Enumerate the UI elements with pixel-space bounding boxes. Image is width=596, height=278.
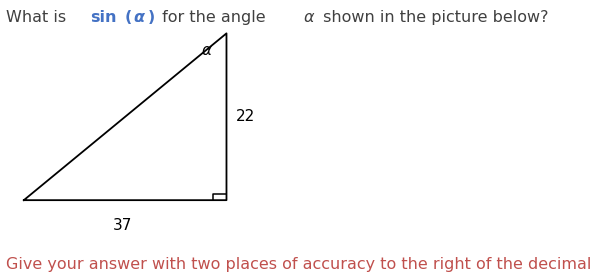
Text: for the angle: for the angle	[157, 10, 271, 25]
Text: (: (	[125, 10, 132, 25]
Text: shown in the picture below?: shown in the picture below?	[318, 10, 548, 25]
Text: α: α	[304, 10, 315, 25]
Text: α: α	[134, 10, 145, 25]
Text: Give your answer with two places of accuracy to the right of the decimal point.: Give your answer with two places of accu…	[6, 257, 596, 272]
Text: 22: 22	[235, 109, 254, 124]
Text: sin: sin	[90, 10, 117, 25]
Text: 37: 37	[113, 218, 132, 233]
Text: α: α	[201, 43, 212, 58]
Text: What is: What is	[6, 10, 71, 25]
Text: ): )	[148, 10, 155, 25]
